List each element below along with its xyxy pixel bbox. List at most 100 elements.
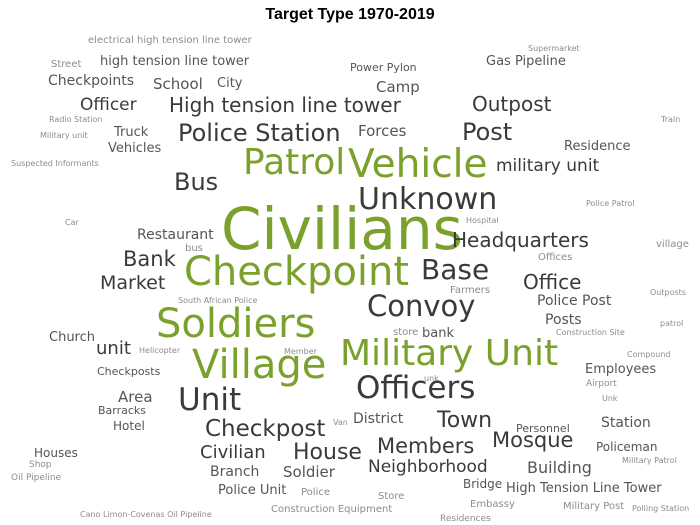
word-personnel: Personnel [516, 422, 570, 435]
word-village: village [656, 239, 689, 250]
word-unknown: Unknown [358, 182, 498, 217]
word-gas-pipeline: Gas Pipeline [486, 54, 566, 69]
word-soldier: Soldier [283, 463, 335, 481]
word-van: Van [333, 418, 348, 427]
word-base: Base [421, 253, 490, 286]
word-construction-equipment: Construction Equipment [271, 504, 393, 515]
word-police-station: Police Station [178, 119, 341, 147]
word-checkpost: Checkpost [205, 416, 326, 442]
word-electrical-high-tension-line-tower: electrical high tension line tower [88, 35, 252, 46]
word-polling-station: Polling Station [632, 504, 690, 513]
word-south-african-police: South African Police [178, 296, 258, 305]
word-bus: Bus [174, 168, 219, 196]
word-bridge: Bridge [463, 477, 503, 491]
word-military-patrol: Military Patrol [622, 456, 677, 465]
word-high-tension-line-tower: high tension line tower [100, 54, 250, 69]
word-construction-site: Construction Site [556, 328, 625, 337]
word-city: City [217, 76, 243, 91]
word-posts: Posts [545, 312, 582, 328]
word-police-post: Police Post [537, 293, 612, 309]
word-church: Church [49, 330, 96, 345]
word-officer: Officer [80, 95, 137, 115]
word-store: Store [378, 491, 405, 502]
word-building: Building [527, 458, 592, 477]
word-patrol: Patrol [243, 142, 346, 183]
word-bus: bus [185, 243, 203, 254]
word-forces: Forces [358, 122, 407, 140]
chart-title: Target Type 1970-2019 [265, 6, 435, 23]
word-bank: Bank [123, 247, 176, 271]
word-airport: Airport [586, 379, 617, 389]
word-bank: bank [422, 326, 454, 341]
word-military-post: Military Post [563, 501, 625, 512]
word-officers: Officers [356, 370, 476, 406]
word-restaurant: Restaurant [137, 227, 214, 243]
word-military-unit: Military unit [40, 131, 88, 140]
word-police-patrol: Police Patrol [586, 199, 635, 208]
word-outpost: Outpost [472, 92, 552, 116]
word-mosque: Mosque [492, 428, 574, 452]
word-supermarket: Supermarket [528, 44, 580, 53]
word-house: House [293, 440, 362, 465]
word-village: Village [192, 342, 327, 388]
word-town: Town [437, 408, 493, 433]
word-offices: Offices [538, 252, 573, 263]
word-patrol: patrol [660, 319, 684, 328]
word-residence: Residence [564, 139, 631, 154]
word-members: Members [377, 434, 475, 458]
word-hotel: Hotel [113, 419, 145, 433]
word-camp: Camp [376, 78, 420, 96]
word-barracks: Barracks [98, 404, 147, 417]
word-military-unit: Military Unit [340, 333, 559, 374]
word-street: Street [51, 59, 82, 70]
word-civilian: Civilian [200, 442, 266, 463]
word-radio-station: Radio Station [49, 115, 103, 124]
word-checkposts: Checkposts [97, 365, 161, 378]
word-farmers: Farmers [450, 285, 491, 296]
word-shop: Shop [29, 460, 52, 470]
word-vehicle: Vehicle [348, 142, 488, 187]
word-neighborhood: Neighborhood [368, 457, 488, 477]
word-compound: Compound [627, 350, 671, 359]
word-store: store [393, 327, 419, 338]
word-vehicles: Vehicles [108, 141, 162, 156]
word-houses: Houses [34, 446, 78, 460]
word-car: Car [65, 218, 79, 227]
word-post: Post [462, 118, 513, 146]
word-high-tension-line-tower: High Tension Line Tower [506, 481, 662, 496]
word-truck: Truck [114, 125, 149, 140]
word-checkpoint: Checkpoint [184, 249, 410, 295]
word-high-tension-line-tower: High tension line tower [169, 93, 401, 117]
word-office: Office [523, 270, 582, 294]
word-unit: Unit [178, 382, 242, 418]
word-member: Member [284, 347, 317, 356]
word-checkpoints: Checkpoints [48, 73, 135, 89]
word-unk: unk [424, 374, 439, 383]
word-military-unit: military unit [496, 156, 600, 176]
word-school: School [153, 75, 203, 93]
word-helicopter: Helicopter [139, 346, 181, 355]
word-unk: Unk [602, 394, 618, 403]
word-oil-pipeline: Oil Pipeline [11, 473, 62, 483]
word-train: Train [661, 115, 681, 124]
word-district: District [353, 411, 404, 427]
word-police-unit: Police Unit [218, 483, 287, 498]
word-cano-limon-covenas-oil-pipeline: Cano Limon-Covenas Oil Pipeline [80, 510, 212, 519]
word-police: Police [301, 487, 330, 498]
word-embassy: Embassy [470, 499, 515, 510]
word-area: Area [118, 388, 153, 406]
word-employees: Employees [585, 362, 657, 377]
word-power-pylon: Power Pylon [350, 61, 417, 74]
word-hospital: Hospital [466, 216, 499, 225]
word-headquarters: Headquarters [452, 228, 589, 252]
word-soldiers: Soldiers [156, 301, 316, 347]
word-residences: Residences [440, 514, 491, 524]
word-station: Station [601, 415, 651, 431]
word-convoy: Convoy [367, 289, 476, 323]
word-suspected-informants: Suspected Informants [11, 159, 99, 168]
word-civilians: Civilians [221, 195, 463, 263]
word-unit: unit [96, 338, 131, 359]
word-outposts: Outposts [650, 288, 686, 297]
word-policeman: Policeman [596, 440, 658, 454]
